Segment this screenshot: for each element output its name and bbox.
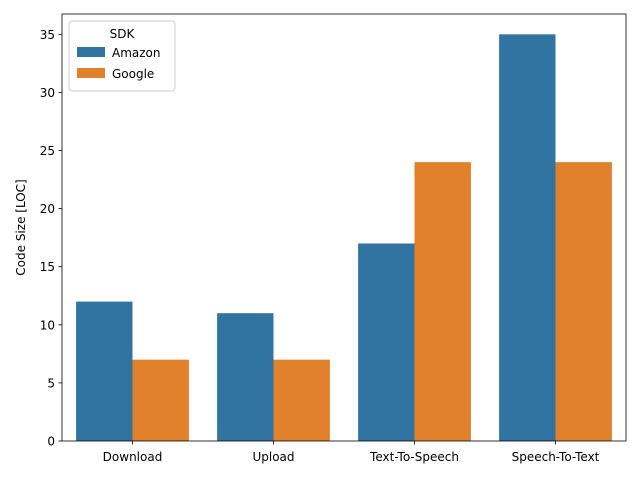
bar-google-download	[132, 359, 189, 441]
legend-swatch-amazon	[77, 47, 105, 57]
y-axis-label: Code Size [LOC]	[14, 179, 28, 275]
bar-amazon-upload	[217, 313, 274, 441]
y-tick-label: 0	[47, 435, 55, 449]
bar-amazon-download	[76, 301, 133, 441]
bar-amazon-speech-to-text	[499, 34, 556, 441]
bar-google-upload	[273, 359, 330, 441]
y-tick-label: 30	[40, 86, 55, 100]
legend: SDK Amazon Google	[68, 20, 176, 92]
x-tick-label: Text-To-Speech	[369, 450, 459, 464]
legend-label-amazon: Amazon	[112, 46, 161, 60]
x-tick-label: Speech-To-Text	[512, 450, 600, 464]
y-tick-label: 10	[40, 318, 55, 332]
bar-amazon-text-to-speech	[358, 243, 415, 441]
y-tick-label: 20	[40, 202, 55, 216]
y-tick-label: 15	[40, 260, 55, 274]
plot-frame	[61, 13, 627, 442]
legend-label-google: Google	[112, 67, 154, 81]
x-axis: Download Upload Text-To-Speech Speech-To-Te…	[103, 441, 600, 464]
bars-group	[76, 34, 612, 441]
legend-title: SDK	[110, 27, 136, 41]
x-tick-label: Upload	[252, 450, 294, 464]
bar-google-text-to-speech	[414, 162, 471, 441]
x-tick-label: Download	[103, 450, 163, 464]
bar-google-speech-to-text	[555, 162, 612, 441]
y-tick-label: 35	[40, 28, 55, 42]
y-tick-label: 5	[47, 376, 55, 390]
y-axis: 0 5 10 15 20 25 30 35	[40, 28, 62, 449]
y-tick-label: 25	[40, 144, 55, 158]
legend-swatch-google	[77, 68, 105, 78]
